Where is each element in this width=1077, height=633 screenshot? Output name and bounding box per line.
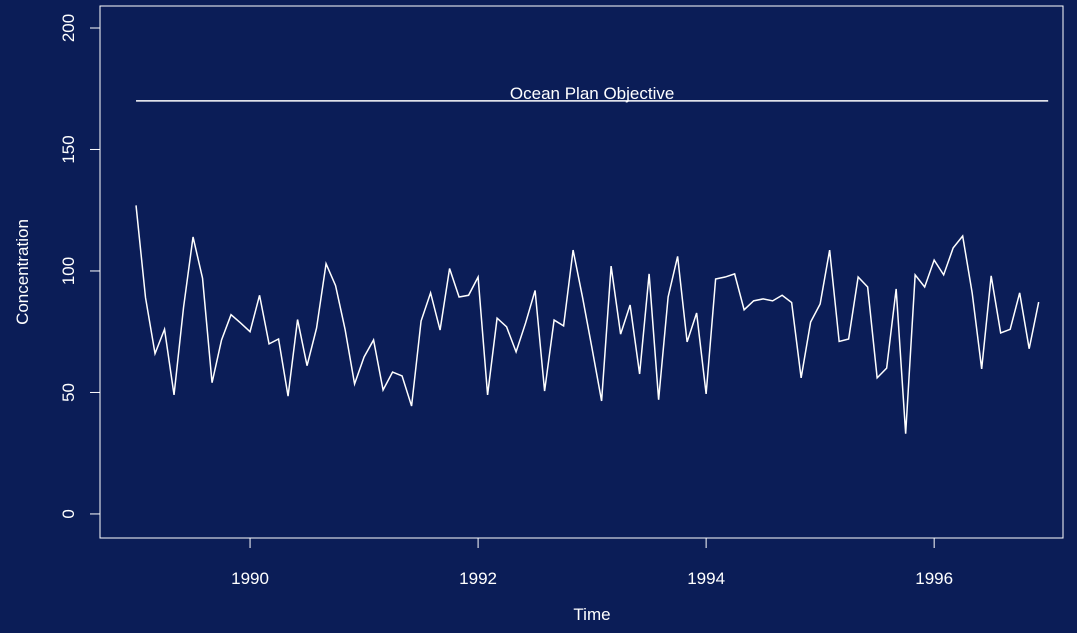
y-tick-label: 200	[59, 14, 78, 42]
x-axis-label: Time	[573, 605, 610, 624]
x-tick-label: 1990	[231, 569, 269, 588]
y-axis-label: Concentration	[13, 219, 32, 325]
y-tick-label: 100	[59, 257, 78, 285]
x-tick-label: 1996	[915, 569, 953, 588]
y-tick-label: 0	[59, 509, 78, 518]
reference-line-label: Ocean Plan Objective	[510, 84, 674, 103]
y-tick-label: 150	[59, 135, 78, 163]
plot-frame	[99, 5, 1064, 539]
x-tick-label: 1994	[687, 569, 725, 588]
x-tick-label: 1992	[459, 569, 497, 588]
y-tick-label: 50	[59, 383, 78, 402]
data-line	[135, 205, 1040, 434]
